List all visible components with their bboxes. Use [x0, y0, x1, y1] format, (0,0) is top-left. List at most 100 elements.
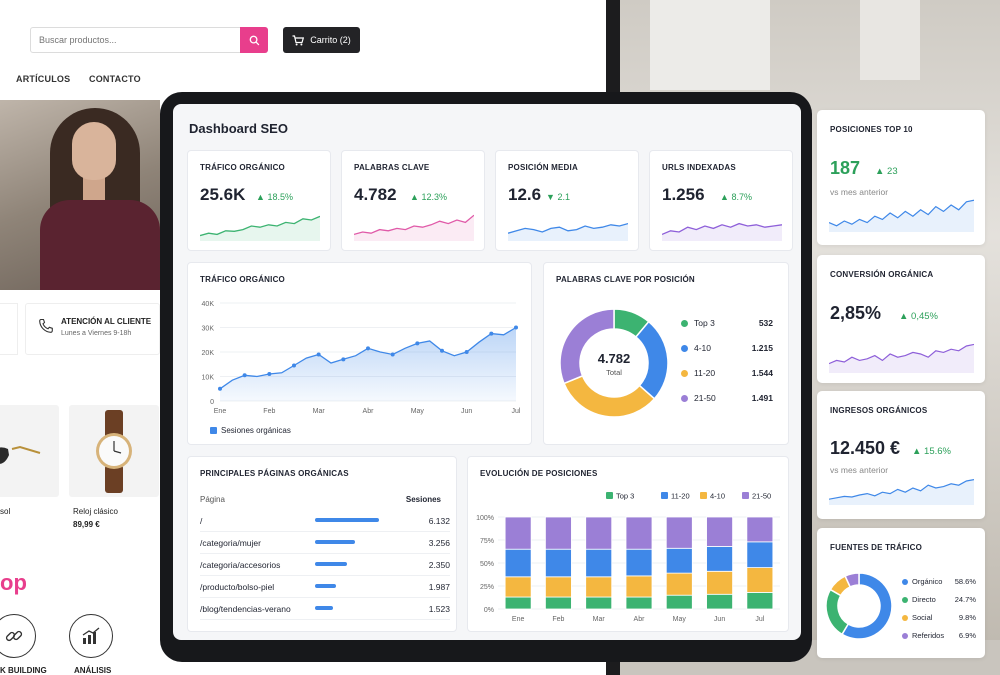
legend-swatch: [681, 345, 688, 353]
legend-swatch: [742, 492, 749, 499]
source-slice[interactable]: [844, 572, 860, 588]
shop-brand-text: op: [0, 570, 27, 595]
stacked-bar-segment[interactable]: [545, 576, 572, 598]
organic-traffic-chart[interactable]: 0 10K 20K 30K 40K Ene Feb Mar Abr May Jun Jul: [188, 263, 533, 446]
kpi-label: PALABRAS CLAVE: [354, 163, 430, 172]
stacked-bar-segment[interactable]: [585, 576, 613, 598]
stacked-bar-segment[interactable]: [545, 516, 572, 550]
stacked-bar-segment[interactable]: [665, 547, 693, 574]
stacked-bar-segment[interactable]: [706, 593, 733, 610]
stacked-bar-segment[interactable]: [545, 548, 572, 578]
traffic-sources-donut[interactable]: [825, 568, 905, 648]
top10-positions-card: POSICIONES TOP 10 187 ▲ 23 vs mes anteri…: [817, 110, 985, 245]
y-tick-label: 0%: [484, 607, 494, 614]
seo-dashboard: Dashboard SEO TRÁFICO ORGÁNICO 25.6K ▲ 1…: [173, 104, 801, 640]
sessions-value: 1.523: [428, 604, 450, 614]
sunglasses-image: [0, 445, 41, 464]
legend-value: 1.544: [751, 368, 773, 378]
y-tick-label: 100%: [476, 515, 494, 522]
stacked-bar-segment[interactable]: [746, 516, 774, 543]
x-tick-label: Ene: [512, 616, 525, 623]
nav-articulos[interactable]: ARTÍCULOS: [16, 74, 71, 84]
y-tick-label: 25%: [480, 584, 494, 591]
data-point[interactable]: [267, 372, 272, 377]
stacked-bar-segment[interactable]: [585, 548, 613, 578]
stacked-bar-segment[interactable]: [625, 548, 653, 577]
kpi-label: POSICIÓN MEDIA: [508, 163, 578, 172]
kpi-label: URLS INDEXADAS: [662, 163, 736, 172]
keywords-donut-chart[interactable]: [544, 263, 790, 446]
kpi-subtext: vs mes anterior: [830, 465, 889, 475]
data-point[interactable]: [242, 373, 247, 378]
table-row[interactable]: /categoria/accesorios 2.350: [200, 554, 450, 576]
stacked-bar-segment[interactable]: [504, 576, 532, 598]
data-point[interactable]: [415, 341, 420, 346]
stacked-bar-segment[interactable]: [706, 546, 733, 572]
stacked-bar-segment[interactable]: [746, 592, 774, 610]
arrow-down-icon: ▼: [546, 192, 555, 202]
data-point[interactable]: [440, 348, 444, 353]
data-point[interactable]: [464, 350, 469, 354]
legend-value: 58.6%: [954, 577, 976, 586]
stacked-bar-segment[interactable]: [706, 570, 733, 595]
stacked-bar-segment[interactable]: [706, 516, 733, 547]
table-row[interactable]: /blog/tendencias-verano 1.523: [200, 598, 450, 620]
stacked-bar-segment[interactable]: [746, 541, 774, 568]
legend-item: Directo 24.7%: [902, 595, 976, 604]
product-card-watch[interactable]: [69, 405, 159, 497]
donut-center-label: Total: [606, 368, 622, 377]
stacked-bar-segment[interactable]: [665, 572, 693, 596]
position-evolution-chart[interactable]: 0% 25% 50% 75% 100% Ene Feb Mar Abr May Jun Jul Top …: [468, 457, 790, 633]
table-row[interactable]: /producto/bolso-piel 1.987: [200, 576, 450, 598]
data-point[interactable]: [489, 331, 494, 336]
keywords-by-position-card: PALABRAS CLAVE POR POSICIÓN 4.782 Total …: [543, 262, 789, 445]
data-point[interactable]: [514, 325, 518, 330]
legend-value: 1.215: [751, 343, 773, 353]
stacked-bar-segment[interactable]: [625, 596, 653, 610]
data-point[interactable]: [390, 352, 395, 357]
page-path: /producto/bolso-piel: [200, 582, 275, 592]
legend-value: 6.9%: [958, 631, 976, 640]
data-point[interactable]: [292, 363, 296, 368]
source-slice[interactable]: [840, 572, 893, 640]
cart-button[interactable]: Carrito (2): [283, 27, 360, 53]
legend-label: Top 3: [616, 492, 634, 501]
stacked-bar-segment[interactable]: [585, 516, 613, 550]
nav-contacto[interactable]: CONTACTO: [89, 74, 141, 84]
data-point[interactable]: [366, 346, 370, 351]
stacked-bar-segment[interactable]: [504, 596, 532, 610]
service-label: ANÁLISIS: [74, 666, 112, 675]
data-point[interactable]: [316, 352, 321, 357]
shop-search-button[interactable]: [240, 27, 268, 53]
stacked-bar-segment[interactable]: [746, 567, 774, 593]
data-point[interactable]: [218, 386, 222, 391]
legend-label: 4-10: [694, 343, 712, 353]
stacked-bar-segment[interactable]: [585, 596, 613, 610]
table-row[interactable]: /categoria/mujer 3.256: [200, 532, 450, 554]
sessions-bar: [315, 562, 347, 566]
support-title: ATENCIÓN AL CLIENTE: [61, 317, 152, 326]
keyword-slice[interactable]: [559, 308, 615, 385]
organic-revenue-card: INGRESOS ORGÁNICOS 12.450 € ▲ 15.6% vs m…: [817, 391, 985, 519]
stacked-bar-segment[interactable]: [625, 575, 653, 598]
page-path: /categoria/accesorios: [200, 560, 281, 570]
area-fill: [220, 327, 516, 401]
stacked-bar-segment[interactable]: [504, 516, 532, 550]
stacked-bar-segment[interactable]: [665, 594, 693, 610]
stacked-bar-segment[interactable]: [545, 596, 572, 610]
x-tick-label: May: [411, 408, 425, 415]
kpi-value: 25.6K: [200, 185, 246, 204]
stacked-bar-segment[interactable]: [504, 548, 532, 578]
source-slice[interactable]: [825, 588, 850, 636]
legend-swatch: [902, 579, 908, 586]
x-tick-label: Jul: [755, 616, 764, 623]
stacked-bar-segment[interactable]: [665, 516, 693, 549]
shop-search-input[interactable]: [31, 28, 231, 52]
product-card-sunglasses[interactable]: [0, 405, 59, 497]
keyword-slice[interactable]: [563, 374, 656, 418]
table-row[interactable]: / 6.132: [200, 510, 450, 532]
stacked-bar-segment[interactable]: [625, 516, 653, 550]
data-point[interactable]: [341, 357, 346, 362]
arrow-up-icon: ▲: [720, 192, 729, 202]
legend-item: 4-10 1.215: [681, 343, 773, 353]
